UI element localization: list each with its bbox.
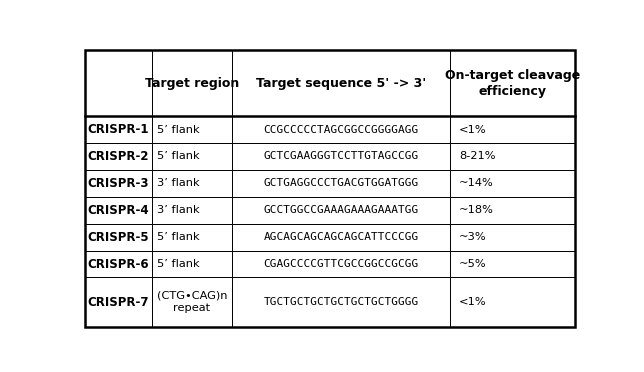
Bar [232,224,450,251]
Text: CRISPR-3: CRISPR-3 [88,177,149,190]
Bar [232,197,450,224]
Bar [151,251,232,278]
Text: CRISPR-7: CRISPR-7 [88,296,149,309]
Bar [151,224,232,251]
Bar [151,170,232,197]
Text: CRISPR-4: CRISPR-4 [88,204,149,217]
Text: 5’ flank: 5’ flank [156,125,199,135]
Bar [450,116,574,143]
Text: Target region: Target region [145,77,239,90]
Text: CRISPR-2: CRISPR-2 [88,150,149,163]
Bar [450,50,574,116]
Text: GCTCGAAGGGTCCTTGTAGCCGG: GCTCGAAGGGTCCTTGTAGCCGG [263,151,419,161]
Text: CRISPR-5: CRISPR-5 [88,231,149,244]
Bar [151,50,232,116]
Text: 3’ flank: 3’ flank [156,178,199,188]
Bar [450,197,574,224]
Bar [450,224,574,251]
Bar [86,50,151,116]
Bar [232,143,450,170]
Text: AGCAGCAGCAGCAGCATTCCCGG: AGCAGCAGCAGCAGCATTCCCGG [263,232,419,242]
Bar [151,116,232,143]
Bar [232,170,450,197]
Text: TGCTGCTGCTGCTGCTGCTGGGG: TGCTGCTGCTGCTGCTGCTGGGG [263,297,419,307]
Bar [232,50,450,116]
Bar [450,278,574,327]
Text: 5’ flank: 5’ flank [156,259,199,269]
Bar [86,224,151,251]
Bar [232,251,450,278]
Text: (CTG•CAG)n
repeat: (CTG•CAG)n repeat [156,291,227,313]
Text: Target sequence 5' -> 3': Target sequence 5' -> 3' [256,77,426,90]
Bar [86,197,151,224]
Text: CRISPR-1: CRISPR-1 [88,123,149,136]
Bar [86,116,151,143]
Text: GCTGAGGCCCTGACGTGGATGGG: GCTGAGGCCCTGACGTGGATGGG [263,178,419,188]
Text: 3’ flank: 3’ flank [156,205,199,215]
Text: CGAGCCCCGTTCGCCGGCCGCGG: CGAGCCCCGTTCGCCGGCCGCGG [263,259,419,269]
Text: CRISPR-6: CRISPR-6 [88,257,149,270]
Text: 5’ flank: 5’ flank [156,232,199,242]
Text: ~18%: ~18% [459,205,494,215]
Bar [151,278,232,327]
Text: ~3%: ~3% [459,232,486,242]
Bar [232,116,450,143]
Bar [86,278,151,327]
Bar [450,143,574,170]
Bar [86,143,151,170]
Bar [86,251,151,278]
Text: On-target cleavage
efficiency: On-target cleavage efficiency [444,69,580,98]
Text: 8-21%: 8-21% [459,151,495,161]
Text: <1%: <1% [459,125,486,135]
Bar [450,251,574,278]
Text: CCGCCCCCTAGCGGCCGGGGAGG: CCGCCCCCTAGCGGCCGGGGAGG [263,125,419,135]
Text: ~14%: ~14% [459,178,493,188]
Bar [232,278,450,327]
Bar [151,143,232,170]
Bar [450,170,574,197]
Text: 5’ flank: 5’ flank [156,151,199,161]
Text: GCCTGGCCGAAAGAAAGAAATGG: GCCTGGCCGAAAGAAAGAAATGG [263,205,419,215]
Bar [151,197,232,224]
Text: ~5%: ~5% [459,259,486,269]
Text: <1%: <1% [459,297,486,307]
Bar [86,170,151,197]
